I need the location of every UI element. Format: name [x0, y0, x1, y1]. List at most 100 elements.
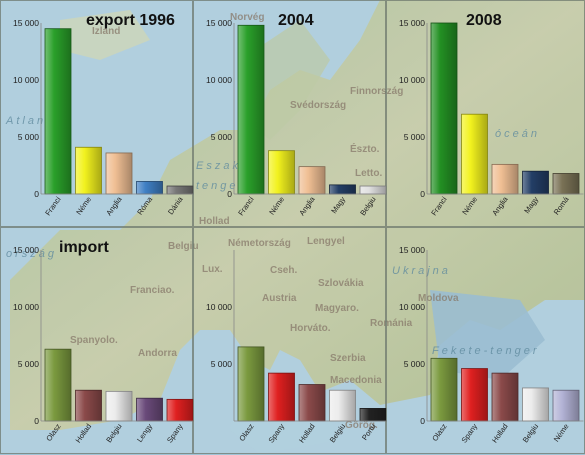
bar-néme [461, 113, 488, 195]
category-label: Hollad [297, 422, 317, 445]
bar-olasz [430, 357, 458, 422]
bar-olasz [237, 346, 265, 422]
category-label: Néme [552, 422, 571, 444]
bar-franci [44, 28, 72, 195]
category-label: Hollad [74, 422, 94, 445]
category-label: Néme [267, 195, 286, 217]
map-label-croatia: Horváto. [290, 323, 331, 334]
map-label-holland: Hollad [199, 216, 230, 227]
y-tick-label: 10 000 [13, 75, 39, 85]
category-label: Olasz [44, 422, 63, 443]
chart-1: 0 5 000 10 000 15 000 Franci Néme Anglia Magy Be… [206, 18, 387, 217]
category-label: Néme [460, 195, 479, 217]
chart-3: 0 5 000 10 000 15 000 Olasz Hollad Belgiu Lengy… [13, 245, 194, 445]
bar-hollad [75, 389, 102, 422]
category-label: Belgiu [104, 422, 123, 444]
y-tick-label: 10 000 [399, 302, 425, 312]
map-label-hungary: Magyaro. [315, 303, 359, 314]
chart-panel-import-2: 5 000 10 000 Olasz Spany Hollad Belgiu Portu [193, 227, 387, 454]
y-tick-label: 15 000 [399, 245, 425, 255]
map-label-belgium: Belgiu [168, 241, 199, 252]
bar-portu [359, 408, 387, 422]
y-tick-label: 10 000 [399, 75, 425, 85]
category-label: Anglia [104, 194, 124, 217]
category-label: Belgiu [358, 195, 377, 217]
bar-hollad [298, 384, 326, 422]
category-label: Hollad [490, 422, 510, 445]
bar-anglia [491, 163, 519, 195]
category-label: Belgiu [328, 422, 347, 444]
map-label-sea: tenger [196, 180, 246, 192]
bar-belgiu [359, 185, 387, 195]
chart-panel-import-3: 0 5 000 10 000 15 000 Olasz Spany Hollad Belgiu… [386, 227, 585, 454]
map-label-poland: Lengyel [307, 236, 345, 247]
y-tick-label: 0 [34, 416, 39, 426]
map-label-country: óceán [495, 128, 540, 140]
chart-title: 2008 [466, 12, 502, 29]
category-label: Spany [165, 422, 185, 445]
category-label: Olasz [237, 422, 256, 443]
map-label-north-sea: Eszaki- [196, 160, 254, 172]
y-tick-label: 15 000 [399, 18, 425, 28]
category-label: Néme [74, 195, 93, 217]
bar-spany [268, 372, 295, 422]
bar-franci [430, 22, 458, 195]
y-tick-label: 0 [227, 189, 232, 199]
map-label-andorra: Andorra [138, 348, 177, 359]
chart-panel-export-1996: 0 5 000 10 000 15 000 Franci Néme Anglia Róma Dá… [0, 0, 194, 227]
bar-spany [461, 368, 488, 422]
map-label-sweden: Svédország [290, 100, 347, 111]
chart-title: export 1996 [86, 12, 175, 29]
category-label: Anglia [297, 194, 317, 217]
y-tick-label: 5 000 [18, 359, 40, 369]
y-tick-label: 5 000 [18, 132, 40, 142]
category-label: Anglia [490, 194, 510, 217]
chart-5: 0 5 000 10 000 15 000 Olasz Spany Hollad Belgiu… [399, 245, 584, 445]
category-label: Olasz [430, 422, 449, 443]
map-label-germany: Németország [228, 238, 291, 249]
map-label-czech: Cseh. [270, 265, 298, 276]
category-label: Magy [329, 195, 347, 215]
category-label: Róma [135, 194, 154, 216]
bar-olasz [44, 348, 72, 422]
bar-róma [136, 181, 163, 195]
y-tick-label: 15 000 [13, 245, 39, 255]
map-label-macedonia: Macedonia [330, 375, 382, 386]
map-label-ocean: ország [6, 248, 58, 260]
bar-hollad [491, 372, 519, 422]
bar-spany [166, 398, 194, 422]
category-label: Lengy [135, 422, 154, 444]
category-label: Franci [43, 195, 63, 218]
map-label-iceland: Izland [92, 26, 121, 37]
bar-magy [522, 170, 549, 195]
bar-magy [329, 184, 356, 195]
bar-belgiu [105, 390, 133, 422]
y-tick-label: 5 000 [404, 359, 426, 369]
y-tick-label: 10 000 [13, 302, 39, 312]
map-label-ukraine: Ukrajna [392, 265, 451, 277]
y-tick-label: 10 000 [206, 75, 232, 85]
bar-néme [75, 146, 102, 195]
category-label: Dánia [166, 194, 185, 216]
category-label: Belgiu [521, 422, 540, 444]
bar-anglia [105, 152, 133, 195]
bar-néme [552, 389, 580, 422]
map-label-serbia: Szerbia [330, 353, 366, 364]
map-label-austria: Austria [262, 293, 297, 304]
y-tick-label: 0 [420, 189, 425, 199]
map-label-greece: Görög. [345, 420, 378, 431]
bar-néme [268, 150, 295, 195]
bar-anglia [298, 166, 326, 195]
y-tick-label: 15 000 [13, 18, 39, 28]
map-label-moldova: Moldova [418, 293, 459, 304]
chart-panel-import: 0 5 000 10 000 15 000 Olasz Hollad Belgiu Lengy… [0, 227, 194, 454]
bar-lengy [136, 397, 163, 422]
y-tick-label: 10 000 [206, 302, 232, 312]
category-label: Romá [552, 194, 571, 216]
map-label-latvia: Letto. [355, 168, 383, 179]
chart-panel-2008: 0 5 000 10 000 15 000 Franci Néme Anglia Magy Ro… [386, 0, 585, 227]
category-label: Spany [460, 422, 480, 445]
category-label: Spany [267, 422, 287, 445]
bar-belgiu [329, 389, 356, 422]
category-label: Magy [522, 195, 540, 215]
